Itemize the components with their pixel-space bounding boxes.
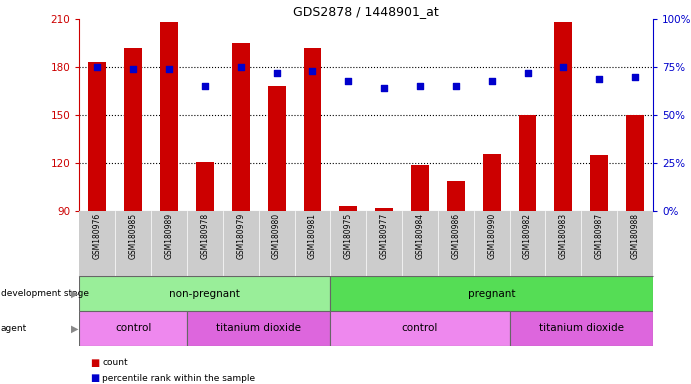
Text: GSM180990: GSM180990	[487, 212, 496, 259]
Text: ▶: ▶	[71, 289, 78, 299]
Point	[522, 70, 533, 76]
Text: count: count	[102, 358, 128, 367]
Point	[379, 85, 390, 91]
Bar	[88, 63, 106, 211]
Text: ▶: ▶	[71, 323, 78, 333]
Text: titanium dioxide: titanium dioxide	[539, 323, 624, 333]
Text: control: control	[115, 323, 151, 333]
Text: GSM180983: GSM180983	[559, 212, 568, 259]
Point	[92, 64, 103, 70]
Bar	[509, 311, 653, 346]
Text: ■: ■	[90, 373, 99, 383]
Bar	[330, 311, 509, 346]
Bar	[339, 207, 357, 211]
Point	[128, 66, 139, 72]
Point	[486, 78, 498, 84]
Bar	[554, 22, 572, 211]
Point	[271, 70, 282, 76]
Text: GSM180986: GSM180986	[451, 212, 460, 259]
Text: GSM180981: GSM180981	[308, 212, 317, 258]
Point	[200, 83, 211, 89]
Bar	[447, 181, 465, 211]
Text: GSM180980: GSM180980	[272, 212, 281, 259]
Title: GDS2878 / 1448901_at: GDS2878 / 1448901_at	[294, 5, 439, 18]
Text: GSM180979: GSM180979	[236, 212, 245, 259]
Text: non-pregnant: non-pregnant	[169, 289, 240, 299]
Bar	[303, 48, 321, 211]
Text: GSM180988: GSM180988	[631, 212, 640, 258]
Text: GSM180984: GSM180984	[415, 212, 424, 259]
Bar	[375, 208, 393, 211]
Bar	[411, 165, 429, 211]
Point	[630, 74, 641, 80]
Text: ■: ■	[90, 358, 99, 368]
Bar	[231, 43, 249, 211]
Bar	[79, 311, 187, 346]
Point	[415, 83, 426, 89]
Bar	[187, 311, 330, 346]
Text: control: control	[401, 323, 438, 333]
Point	[558, 64, 569, 70]
Text: agent: agent	[1, 324, 27, 333]
Text: titanium dioxide: titanium dioxide	[216, 323, 301, 333]
Text: development stage: development stage	[1, 289, 88, 298]
Bar	[330, 276, 653, 311]
Text: GSM180977: GSM180977	[379, 212, 388, 259]
Text: percentile rank within the sample: percentile rank within the sample	[102, 374, 256, 383]
Point	[307, 68, 318, 74]
Bar	[160, 22, 178, 211]
Bar	[626, 115, 644, 211]
Bar	[196, 162, 214, 211]
Bar	[518, 115, 536, 211]
Point	[451, 83, 462, 89]
Point	[164, 66, 175, 72]
Text: GSM180975: GSM180975	[344, 212, 353, 259]
Text: GSM180978: GSM180978	[200, 212, 209, 259]
Bar	[590, 155, 608, 211]
Text: GSM180987: GSM180987	[595, 212, 604, 259]
Bar	[267, 86, 285, 211]
Bar	[79, 276, 330, 311]
Text: GSM180985: GSM180985	[129, 212, 138, 259]
Bar	[124, 48, 142, 211]
Text: GSM180976: GSM180976	[93, 212, 102, 259]
Point	[343, 78, 354, 84]
Text: GSM180989: GSM180989	[164, 212, 173, 259]
Text: pregnant: pregnant	[468, 289, 515, 299]
Point	[235, 64, 246, 70]
Bar	[483, 154, 501, 211]
Point	[594, 76, 605, 82]
Text: GSM180982: GSM180982	[523, 212, 532, 258]
